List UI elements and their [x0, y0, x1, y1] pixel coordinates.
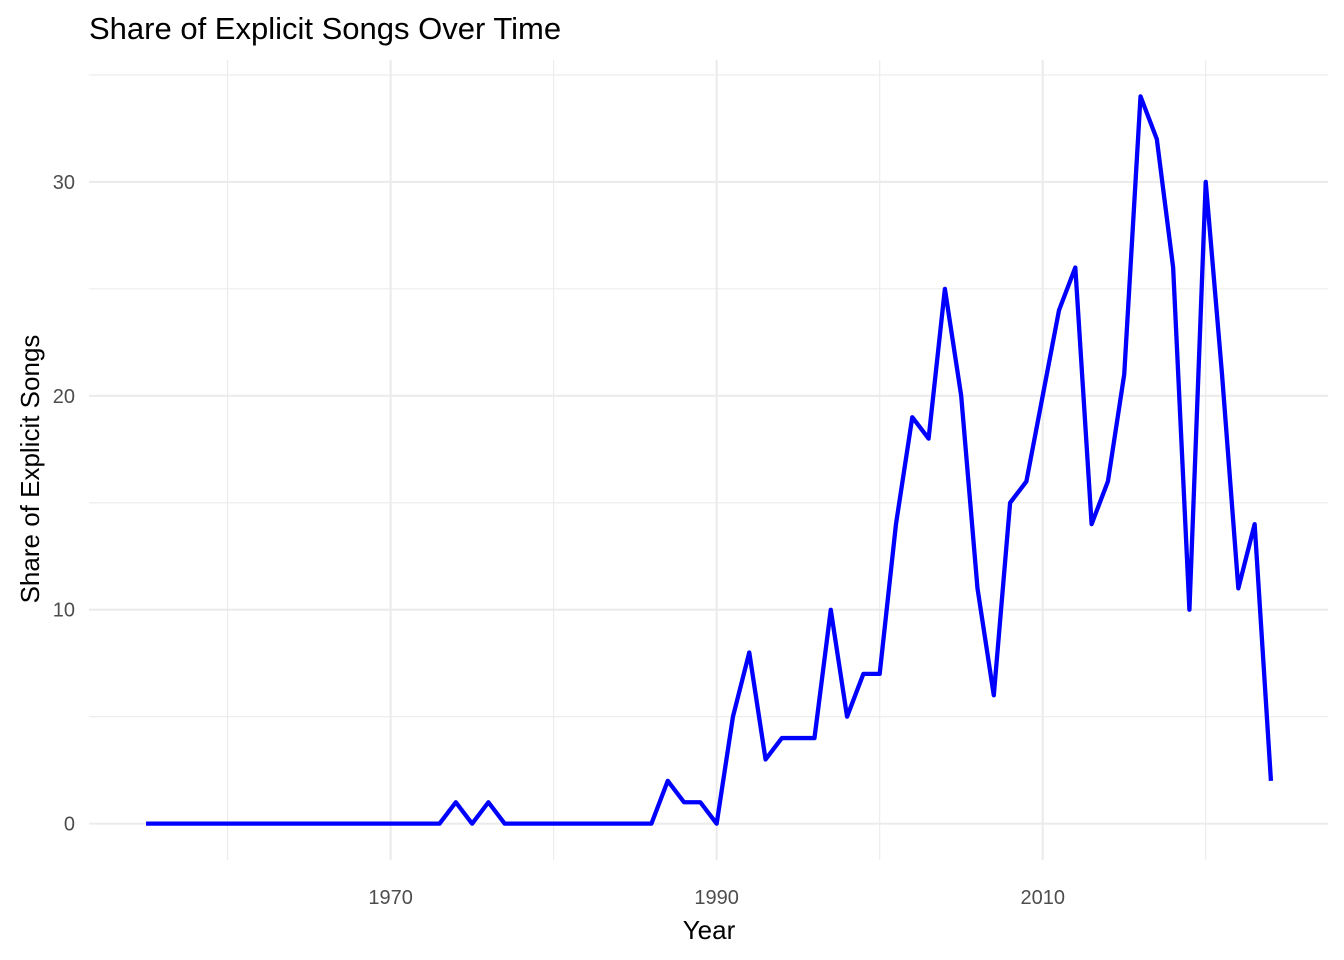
series-line: [146, 94, 1274, 826]
x-axis-title: Year: [683, 915, 736, 945]
y-tick-label: 30: [53, 172, 75, 194]
x-tick-label: 1990: [694, 887, 739, 909]
y-tick-label: 20: [53, 386, 75, 408]
gridlines: [89, 60, 1328, 860]
x-tick-label: 1970: [368, 887, 413, 909]
y-axis-title: Share of Explicit Songs: [15, 335, 45, 604]
y-axis-ticks: 0 10 20 30: [53, 172, 75, 836]
chart-title: Share of Explicit Songs Over Time: [89, 11, 561, 46]
y-tick-label: 10: [53, 600, 75, 622]
x-axis-ticks: 1970 1990 2010: [368, 887, 1065, 909]
series-lines: [146, 94, 1274, 826]
x-tick-label: 2010: [1020, 887, 1065, 909]
y-tick-label: 0: [64, 814, 75, 836]
